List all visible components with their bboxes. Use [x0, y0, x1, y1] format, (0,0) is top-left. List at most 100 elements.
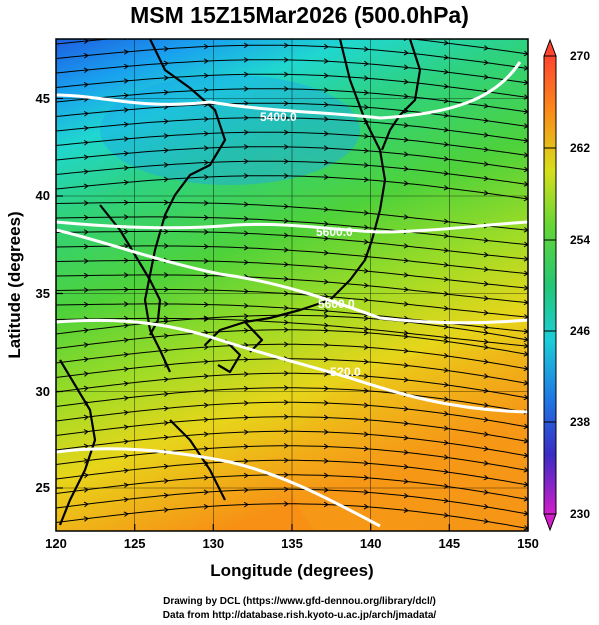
streamline-arrow — [83, 243, 89, 250]
streamline-arrow — [523, 314, 528, 320]
streamline-arrow — [443, 83, 449, 89]
streamline-arrow — [163, 347, 169, 354]
streamline-arrow — [443, 483, 449, 489]
streamline-arrow — [363, 104, 369, 110]
streamline-arrow — [83, 229, 89, 235]
streamline-arrow — [523, 510, 528, 517]
streamline-arrow — [363, 474, 369, 481]
streamline-arrow — [163, 478, 169, 484]
streamline — [56, 288, 528, 318]
streamline-arrow — [403, 151, 409, 157]
streamline-arrow — [163, 147, 169, 154]
streamline-arrow — [483, 387, 489, 394]
x-tick-label: 140 — [360, 536, 382, 551]
streamline-arrow — [123, 78, 129, 84]
streamline-arrow — [483, 190, 489, 196]
streamline-arrow — [483, 175, 489, 182]
streamline-arrow — [163, 420, 169, 426]
streamline-arrow — [123, 121, 129, 128]
streamline-arrow — [443, 40, 449, 46]
streamline-arrow — [83, 258, 89, 264]
streamline-arrow — [403, 348, 409, 354]
streamline-arrow — [83, 342, 89, 348]
streamline-arrow — [243, 288, 249, 295]
streamline-arrow — [283, 385, 289, 391]
streamline-arrow — [203, 445, 209, 452]
streamline-arrow — [323, 400, 329, 406]
streamline-arrow — [403, 435, 409, 441]
streamline-arrow — [523, 481, 528, 488]
streamline-arrow — [523, 50, 528, 57]
streamline-arrow — [283, 57, 289, 63]
streamline-arrow — [443, 247, 449, 254]
streamline-arrow — [123, 301, 129, 307]
streamline-arrow — [483, 103, 489, 109]
streamline-arrow — [443, 127, 449, 133]
streamline-arrow — [324, 30, 328, 35]
streamline-arrow — [283, 305, 289, 311]
streamline-arrow — [123, 150, 129, 157]
streamline-arrow — [403, 333, 409, 339]
streamline-arrow — [163, 176, 169, 183]
streamline-arrow — [123, 214, 129, 220]
streamline-arrow — [523, 123, 528, 129]
streamline-arrow — [123, 243, 129, 249]
streamline-arrow — [283, 414, 289, 420]
streamline-arrow — [403, 257, 409, 264]
y-tick-label: 30 — [36, 384, 50, 399]
streamline-arrow — [443, 54, 449, 60]
streamline-arrow — [203, 315, 209, 322]
streamline-arrow — [363, 147, 369, 154]
streamline-arrow — [163, 333, 169, 339]
streamline-arrow — [163, 228, 169, 235]
streamline-arrow — [243, 244, 249, 251]
streamline-arrow — [83, 110, 89, 117]
streamline-arrow — [283, 341, 289, 348]
streamline-arrow — [243, 71, 249, 78]
streamline-arrow — [283, 203, 289, 210]
streamline-arrow — [243, 501, 249, 508]
streamline-arrow — [163, 301, 169, 307]
streamline-arrow — [283, 42, 289, 49]
streamline-arrow — [83, 168, 89, 175]
streamline-arrow — [363, 224, 369, 231]
streamline-arrow — [203, 358, 209, 365]
streamline-arrow — [163, 492, 169, 499]
streamline-arrow — [523, 496, 528, 502]
streamline-arrow — [523, 79, 528, 86]
grid-lines — [56, 39, 528, 531]
streamline — [56, 445, 528, 471]
streamline-arrow — [363, 176, 369, 183]
streamline-arrow — [363, 489, 369, 495]
streamline-arrow — [123, 179, 129, 186]
streamline-arrow — [243, 356, 249, 363]
streamline-arrow — [443, 276, 449, 283]
streamline — [56, 245, 528, 275]
streamline-arrow — [523, 137, 528, 144]
streamline-arrow — [443, 262, 449, 268]
streamline — [56, 59, 528, 84]
streamline-arrow — [403, 406, 409, 412]
streamline-arrow — [483, 329, 489, 336]
streamline-arrow — [363, 431, 369, 437]
streamline-arrow — [243, 327, 249, 334]
streamline-arrow — [323, 159, 329, 166]
streamline-arrow — [203, 43, 209, 50]
streamline-arrow — [403, 420, 409, 426]
streamline-arrow — [403, 64, 409, 70]
streamline-arrow — [403, 377, 409, 383]
streamline-arrow — [483, 503, 489, 510]
streamline — [56, 131, 528, 156]
streamline-arrow — [203, 373, 209, 380]
streamline-arrow — [323, 43, 329, 50]
streamline-arrow — [163, 199, 169, 206]
streamline-arrow — [203, 272, 209, 279]
streamline-arrow — [443, 291, 449, 297]
streamline-arrow — [363, 239, 369, 245]
contour-label: 5400.0 — [260, 110, 297, 124]
streamline-arrow — [123, 424, 129, 430]
streamline — [56, 372, 528, 399]
streamline-arrow — [483, 309, 489, 316]
streamline-arrow — [243, 42, 249, 49]
streamline — [56, 73, 528, 98]
